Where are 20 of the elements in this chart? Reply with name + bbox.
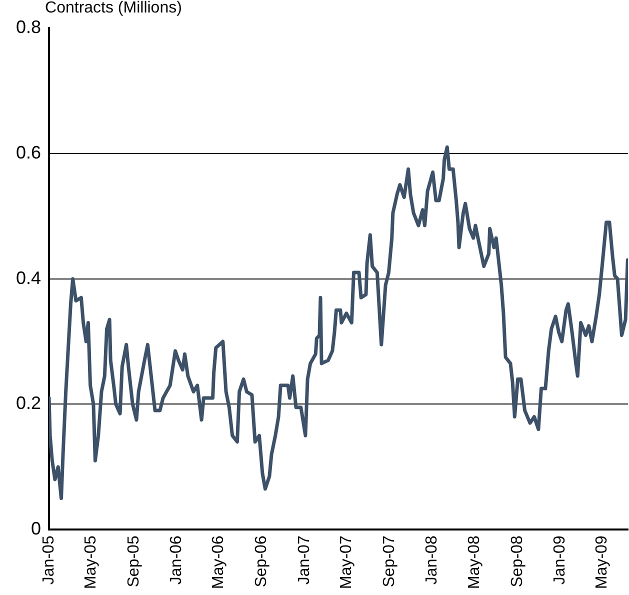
x-tick-label: Sep-06: [253, 536, 270, 588]
x-tick-label: Jan-07: [296, 536, 313, 585]
x-tick-label: May-08: [466, 536, 483, 590]
x-tick-label: Jan-09: [552, 536, 569, 585]
x-tick-label: Sep-05: [125, 536, 142, 588]
x-tick-label: Jan-05: [40, 536, 58, 585]
x-tick-label: Sep-08: [508, 536, 526, 588]
y-tick-label: 0.6: [16, 142, 42, 162]
x-tick-label: May-09: [594, 536, 611, 590]
x-tick-label: May-06: [210, 536, 228, 590]
x-tick-label: Jan-06: [168, 536, 186, 585]
x-tick-label: May-07: [338, 536, 355, 590]
x-tick-label: Sep-07: [380, 536, 398, 588]
x-tick-label: May-05: [82, 536, 100, 590]
y-tick-label: 0: [31, 518, 42, 539]
y-axis-title: Contracts (Millions): [45, 0, 182, 16]
y-tick-label: 0.8: [16, 16, 42, 37]
y-tick-label: 0.2: [16, 393, 42, 414]
y-tick-label: 0.4: [16, 268, 42, 288]
x-tick-label: Jan-08: [424, 536, 440, 585]
